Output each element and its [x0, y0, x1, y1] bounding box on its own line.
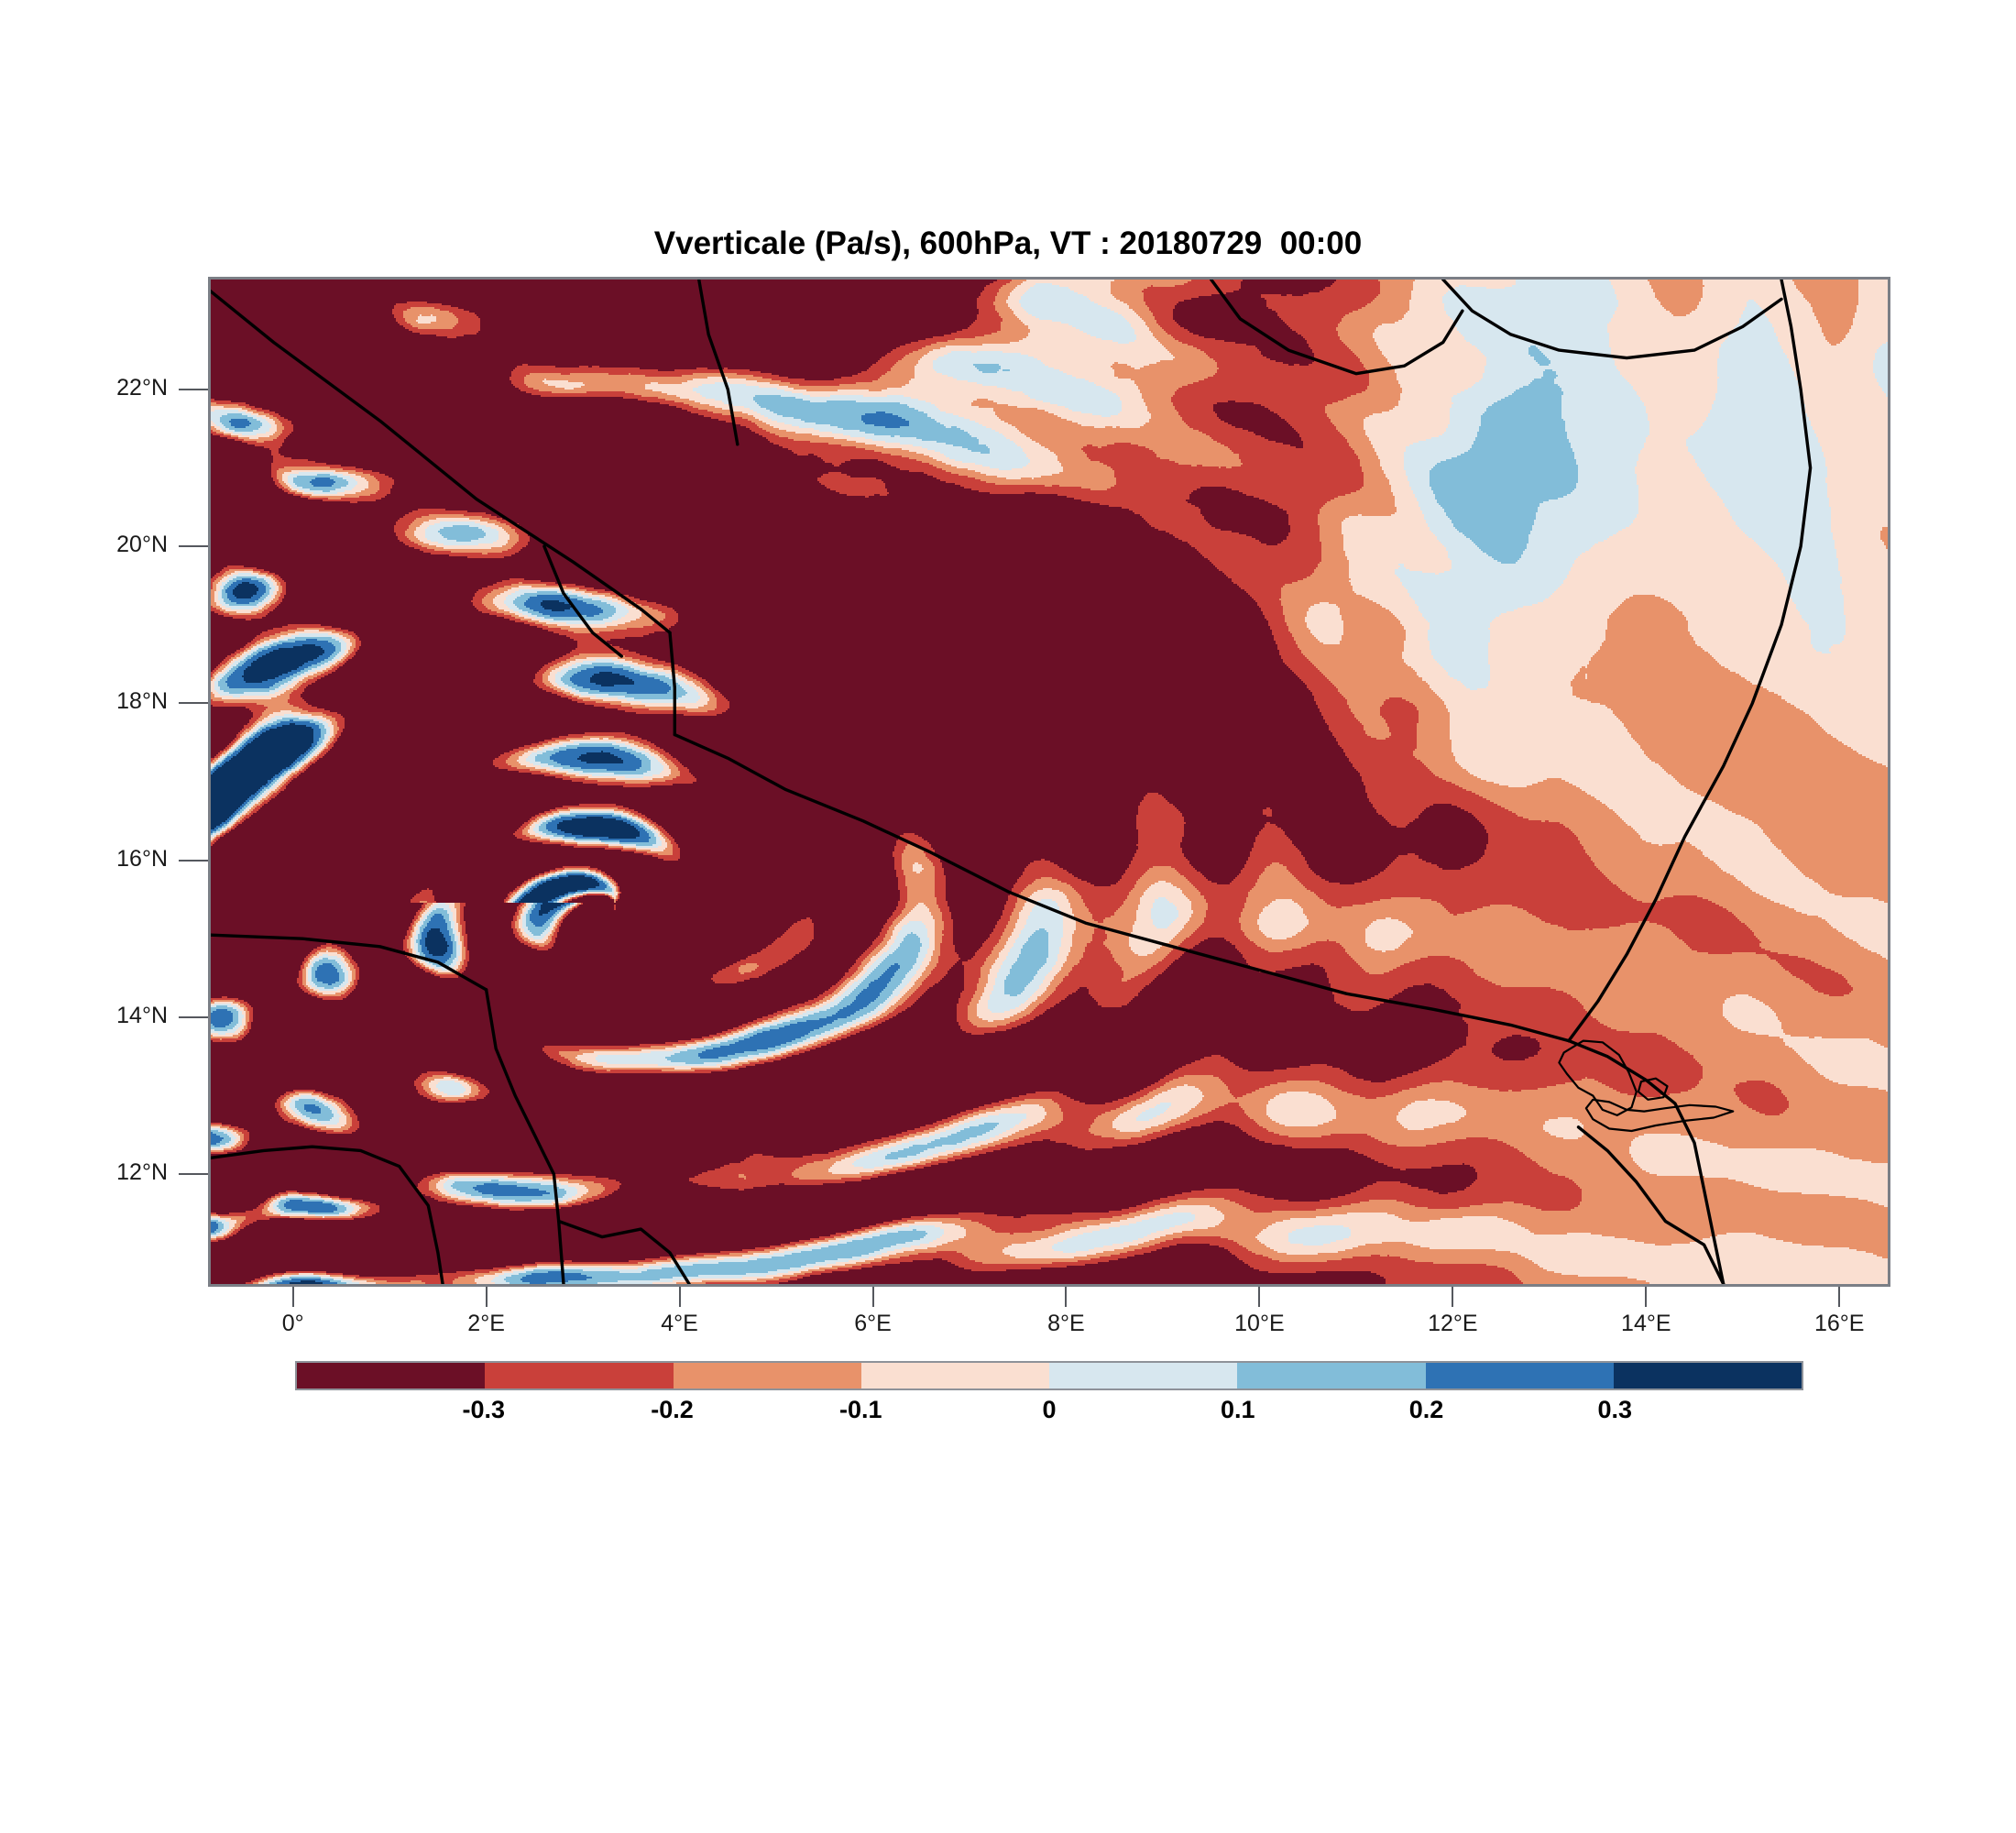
- colorbar-tick-label: -0.3: [462, 1396, 506, 1423]
- colorbar-tick-label: 0: [1042, 1396, 1057, 1423]
- x-tick-label: 12°E: [1428, 1311, 1478, 1336]
- colorbar-band: [1049, 1363, 1238, 1388]
- x-tick-mark: [678, 1287, 681, 1307]
- colorbar-band: [860, 1363, 1049, 1388]
- country-border-line: [1441, 280, 1783, 360]
- y-tick-label: 22°N: [116, 374, 168, 401]
- colorbar-band: [1613, 1363, 1802, 1388]
- country-border-line: [484, 988, 565, 1284]
- y-tick-label: 16°N: [116, 845, 168, 872]
- x-tick-mark: [1452, 1287, 1454, 1307]
- x-tick-label: 16°E: [1814, 1311, 1865, 1336]
- x-tick-label: 4°E: [661, 1311, 698, 1336]
- colorbar-tick-label: -0.1: [838, 1396, 882, 1423]
- y-tick-mark: [179, 1173, 208, 1176]
- country-border-line: [211, 289, 672, 634]
- x-tick-label: 0°: [281, 1311, 304, 1336]
- country-border-line: [673, 732, 1571, 1043]
- colorbar-tick-label: 0.3: [1597, 1396, 1633, 1423]
- lake-chad-outline: [1558, 1039, 1638, 1116]
- colorbar-band: [1237, 1363, 1426, 1388]
- x-tick-mark: [871, 1287, 874, 1307]
- x-tick-label: 14°E: [1621, 1311, 1671, 1336]
- x-tick-mark: [291, 1287, 294, 1307]
- x-tick-mark: [485, 1287, 488, 1307]
- y-tick-mark: [179, 702, 208, 705]
- x-tick-label: 2°E: [467, 1311, 505, 1336]
- x-tick-mark: [1065, 1287, 1068, 1307]
- colorbar-tick-label: 0.2: [1408, 1396, 1444, 1423]
- country-border-line: [668, 631, 676, 737]
- y-tick-mark: [179, 859, 208, 862]
- y-tick-label: 18°N: [116, 688, 168, 715]
- y-tick-mark: [179, 388, 208, 390]
- country-border-line: [1576, 1125, 1726, 1284]
- page-title: Vverticale (Pa/s), 600hPa, VT : 20180729…: [653, 225, 1363, 261]
- x-tick-mark: [1258, 1287, 1261, 1307]
- x-tick-label: 6°E: [854, 1311, 892, 1336]
- country-border-line: [542, 544, 623, 658]
- colorbar: [295, 1361, 1803, 1390]
- y-tick-label: 14°N: [116, 1002, 168, 1028]
- x-tick-label: 10°E: [1234, 1311, 1285, 1336]
- x-tick-mark: [1838, 1287, 1841, 1307]
- country-border-line: [1567, 280, 1813, 1043]
- country-border-line: [697, 280, 740, 446]
- colorbar-band: [297, 1363, 486, 1388]
- country-border-line: [1567, 1038, 1726, 1284]
- country-border-line: [557, 1219, 691, 1284]
- colorbar-band: [1425, 1363, 1614, 1388]
- colorbar-band: [673, 1363, 861, 1388]
- colorbar-band: [485, 1363, 674, 1388]
- colorbar-tick-label: -0.2: [651, 1396, 694, 1423]
- country-border-line: [1210, 280, 1464, 376]
- country-border-line: [211, 1145, 444, 1284]
- x-tick-label: 8°E: [1047, 1311, 1085, 1336]
- lake-chad-outline: [1637, 1077, 1669, 1101]
- x-tick-mark: [1645, 1287, 1648, 1307]
- country-borders-overlay: [211, 280, 1813, 1284]
- colorbar-tick-label: 0.1: [1220, 1396, 1255, 1423]
- country-border-line: [211, 933, 488, 992]
- lake-chad-outline: [1584, 1098, 1735, 1133]
- vertical-velocity-heatmap: [211, 280, 1888, 1284]
- y-tick-label: 12°N: [116, 1159, 168, 1186]
- map-plot-panel: [208, 277, 1890, 1287]
- y-tick-mark: [179, 1015, 208, 1018]
- y-tick-mark: [179, 545, 208, 548]
- y-tick-label: 20°N: [116, 532, 168, 558]
